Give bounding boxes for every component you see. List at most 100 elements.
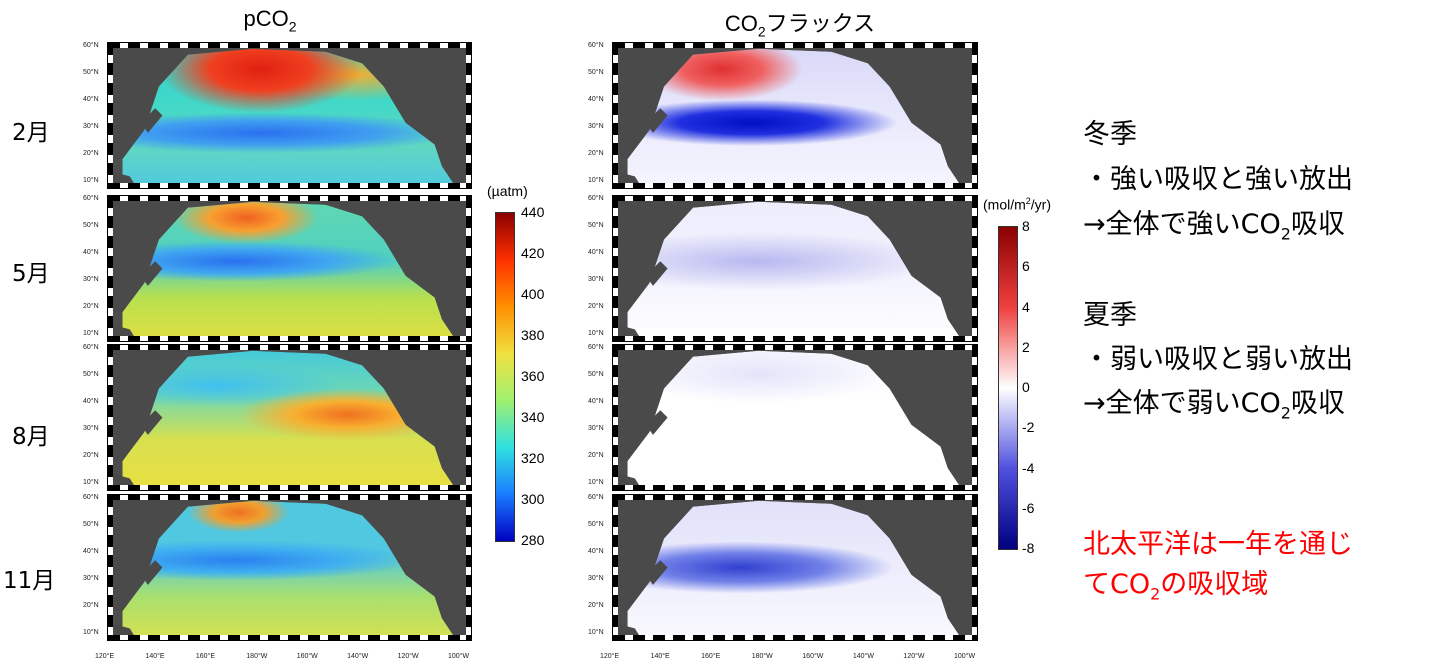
continent-shape (108, 196, 471, 341)
map-frame-border (108, 196, 471, 201)
map-frame-border (108, 485, 471, 490)
continent-shape (613, 196, 977, 341)
lat-tick-label: 50°N (588, 69, 604, 76)
pco2-colorbar-tick-label: 360 (521, 368, 545, 384)
japan-shape (140, 560, 163, 585)
japan-shape (645, 410, 668, 435)
lat-tick-label: 10°N (588, 330, 604, 337)
lon-tick-label: 140°E (650, 653, 670, 660)
conclusion-line2-post: の吸収域 (1160, 569, 1269, 600)
lat-tick-label: 20°N (588, 150, 604, 157)
lat-tick-label: 40°N (588, 548, 604, 555)
summer-heading: 夏季 (1083, 300, 1137, 331)
flux-map-nov (612, 494, 978, 641)
lon-tick-label: 120°E (95, 653, 115, 660)
map-frame-border (108, 635, 471, 640)
lat-tick-label: 10°N (588, 177, 604, 184)
lon-tick-label: 180°W (751, 653, 773, 660)
land-mask (613, 345, 977, 490)
pco2-colorbar-tick-label: 340 (521, 409, 545, 425)
land-mask (108, 495, 471, 640)
land-mask (613, 43, 977, 188)
lon-tick-label: 120°W (903, 653, 925, 660)
lat-tick-label: 40°N (588, 398, 604, 405)
lat-tick-label: 60°N (588, 42, 604, 49)
japan-shape (140, 108, 163, 133)
pco2-map-feb (107, 42, 472, 189)
map-frame-border (108, 43, 113, 188)
flux-colorbar-tick-label: -8 (1022, 540, 1035, 556)
lat-tick-label: 30°N (588, 276, 604, 283)
flux-colorbar-tick-label: 0 (1022, 379, 1030, 395)
lat-tick-label: 10°N (83, 479, 99, 486)
winter-line2: →全体で強いCO2吸収 (1083, 205, 1345, 254)
map-frame-border (108, 196, 113, 341)
land-mask (613, 495, 977, 640)
lat-tick-label: 60°N (83, 494, 99, 501)
lat-tick-label: 20°N (83, 452, 99, 459)
flux-colorbar (998, 226, 1018, 550)
conclusion-line2-sub: 2 (1150, 584, 1161, 604)
lat-tick-label: 60°N (83, 195, 99, 202)
pco2-map-nov (107, 494, 472, 641)
map-frame-border (613, 43, 977, 48)
lat-tick-label: 40°N (83, 96, 99, 103)
flux-colorbar-tick-label: -2 (1022, 419, 1035, 436)
map-frame-border (108, 336, 471, 341)
map-frame-border (108, 183, 471, 188)
lon-tick-label: 140°E (145, 653, 165, 660)
map-frame-border (108, 43, 471, 48)
map-frame-border (613, 336, 977, 341)
flux-colorbar-tick-label: 2 (1022, 338, 1030, 355)
continent-shape (108, 43, 471, 188)
lat-tick-label: 60°N (588, 195, 604, 202)
map-frame-border (613, 345, 977, 350)
lat-tick-label: 20°N (588, 452, 604, 459)
land-mask (613, 196, 977, 341)
lat-tick-label: 20°N (83, 602, 99, 609)
pco2-colorbar-tick-label: 440 (521, 204, 545, 220)
flux-map-may (612, 195, 978, 342)
japan-shape (645, 108, 668, 133)
flux-colorbar-tick-label: 8 (1022, 218, 1030, 234)
month-label-may: 5月 (12, 261, 50, 287)
pco2-colorbar-unit: (µatm) (487, 183, 528, 199)
map-frame-border (972, 196, 977, 341)
flux-colorbar-tick-label: -4 (1022, 459, 1035, 476)
lat-tick-label: 60°N (588, 344, 604, 351)
map-frame-border (972, 345, 977, 490)
japan-shape (140, 261, 163, 286)
month-label-feb: 2月 (12, 120, 50, 146)
flux-unit-pre: (mol/m (983, 196, 1026, 213)
lon-tick-label: 140°W (347, 653, 369, 660)
map-frame-border (108, 495, 471, 500)
japan-shape (645, 560, 668, 585)
continent-shape (108, 495, 471, 640)
pco2-title-sub: 2 (288, 18, 297, 35)
continent-shape (613, 495, 977, 640)
pco2-colorbar-tick-label: 400 (521, 286, 545, 302)
flux-map-aug (612, 344, 978, 491)
japan-shape (140, 410, 163, 435)
land-mask (108, 43, 471, 188)
lat-tick-label: 20°N (83, 150, 99, 157)
lat-tick-label: 60°N (83, 42, 99, 49)
map-frame-border (613, 196, 977, 201)
lat-tick-label: 40°N (83, 249, 99, 256)
lat-tick-label: 30°N (83, 123, 99, 130)
summer-line2-post: 吸収 (1290, 388, 1345, 419)
lat-tick-label: 20°N (588, 303, 604, 310)
flux-title-suffix: フラックス (765, 11, 876, 36)
lat-tick-label: 30°N (588, 123, 604, 130)
lat-tick-label: 20°N (588, 602, 604, 609)
map-frame-border (613, 345, 618, 490)
pco2-colorbar-tick-label: 280 (521, 532, 545, 548)
conclusion-line2-pre: てCO (1083, 569, 1151, 600)
lat-tick-label: 50°N (83, 222, 99, 229)
lon-tick-label: 120°E (600, 653, 620, 660)
lat-tick-label: 20°N (83, 303, 99, 310)
map-frame-border (108, 345, 113, 490)
land-mask (108, 196, 471, 341)
lat-tick-label: 30°N (588, 575, 604, 582)
lon-tick-label: 100°W (954, 653, 976, 660)
